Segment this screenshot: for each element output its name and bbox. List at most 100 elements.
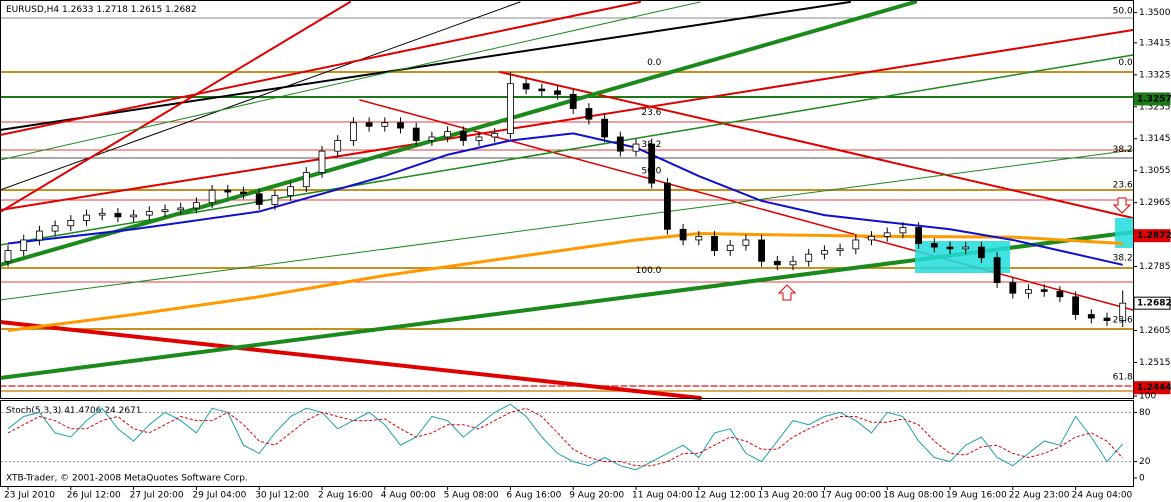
candle-body — [632, 143, 640, 152]
moving-average — [7, 132, 1123, 266]
candle-body — [946, 246, 954, 250]
last-close: 1.2682 — [165, 5, 197, 15]
trend-line — [0, 54, 1134, 246]
fib-label: 38.2 — [1113, 145, 1133, 155]
y-tick-label: 1.3500 — [1139, 8, 1171, 18]
y-tick-label: 1.3145 — [1139, 134, 1171, 144]
trend-line — [359, 99, 1134, 311]
trend-line — [0, 1, 851, 131]
fib-label: 38.2 — [1113, 254, 1133, 264]
candle-body — [538, 88, 546, 92]
x-tick-label: 19 Aug 16:00 — [946, 491, 1007, 501]
trend-line — [0, 149, 1134, 301]
candle-body — [868, 236, 875, 241]
candle-body — [978, 246, 985, 259]
x-tick-label: 22 Aug 23:00 — [1009, 491, 1070, 501]
main-pane-border — [0, 0, 1134, 399]
symbol: EURUSD,H4 — [6, 5, 59, 15]
price-level-box — [1133, 296, 1171, 310]
candle-body — [616, 136, 624, 152]
candle-body — [601, 118, 608, 138]
candle-body — [177, 207, 185, 211]
stoch-header: Stoch(5,3,3) 41.4706 24.2671 — [6, 406, 142, 416]
x-tick-label: 23 Jul 2010 — [4, 491, 55, 501]
sell-arrow — [1112, 197, 1132, 214]
moving-average — [7, 232, 1123, 333]
candle-body — [742, 239, 750, 246]
x-tick-label: 4 Aug 00:00 — [381, 491, 436, 501]
x-tick-label: 27 Jul 20:00 — [130, 491, 184, 501]
candle-body — [224, 189, 232, 193]
trend-line — [0, 1, 701, 161]
x-tick-label: 12 Aug 12:00 — [695, 491, 756, 501]
trend-line — [0, 29, 1134, 211]
candle-body — [1087, 314, 1095, 319]
price-level-box — [1133, 229, 1171, 243]
fib-label: 0.0 — [1118, 58, 1133, 68]
candle-body — [664, 182, 671, 230]
fib-label: 50.0 — [1113, 7, 1133, 17]
stoch-signal-last: 24.2671 — [104, 406, 141, 416]
price-level-box — [1133, 92, 1171, 106]
x-tick-label: 5 Aug 08:00 — [444, 491, 499, 501]
highlight-zone — [1115, 218, 1133, 248]
x-tick-label: 13 Aug 20:00 — [758, 491, 819, 501]
fib-label: 50.0 — [641, 167, 661, 177]
candle-body — [192, 202, 200, 209]
y-tick-label: 1.3055 — [1139, 166, 1171, 176]
y-tick-label: 1.2605 — [1139, 326, 1171, 336]
candle-body — [836, 248, 844, 252]
price-level-box — [1133, 381, 1171, 395]
trend-line — [0, 1, 351, 213]
candle-body — [428, 136, 436, 141]
candle-body — [554, 90, 561, 95]
candle-body — [114, 212, 122, 218]
y-tick-label: 1.2785 — [1139, 262, 1171, 272]
candle-body — [255, 193, 263, 205]
candle-body — [145, 211, 153, 216]
candle-body — [161, 209, 169, 212]
fib-label: 38.2 — [641, 140, 661, 150]
x-tick-label: 11 Aug 04:00 — [632, 491, 693, 501]
candle-body — [569, 93, 577, 109]
candle-body — [83, 214, 90, 221]
x-tick-label: 17 Aug 00:00 — [820, 491, 881, 501]
candle-body — [821, 250, 828, 255]
stoch-line — [7, 403, 1124, 471]
candle-body — [271, 195, 279, 205]
stoch-tick-label: 100 — [1139, 392, 1156, 402]
candle-body — [208, 189, 216, 204]
candle-body — [1040, 289, 1048, 292]
fib-label: 61.8 — [1113, 373, 1133, 383]
x-tick-label: 24 Aug 04:00 — [1072, 491, 1133, 501]
candle-body — [522, 83, 530, 90]
chart-header: EURUSD,H4 1.2633 1.2718 1.2615 1.2682 — [6, 5, 197, 15]
candle-body — [695, 236, 703, 241]
candle-body — [287, 186, 295, 196]
copyright: XTB-Trader, © 2001-2008 MetaQuotes Softw… — [6, 474, 248, 484]
last-low: 1.2615 — [131, 5, 163, 15]
trend-lines — [0, 0, 1135, 400]
last-high: 1.2718 — [96, 5, 128, 15]
candle-body — [915, 227, 922, 244]
candle-body — [318, 150, 326, 173]
candle-body — [130, 214, 138, 218]
x-tick-label: 9 Aug 20:00 — [569, 491, 624, 501]
candle-body — [444, 131, 452, 138]
candle-body — [302, 172, 310, 188]
candle-body — [1056, 291, 1064, 298]
candle-body — [412, 127, 420, 141]
price-level-label: 1.2872 — [1137, 231, 1171, 241]
x-tick-label: 30 Jul 12:00 — [255, 491, 309, 501]
x-tick-label: 18 Aug 08:00 — [883, 491, 944, 501]
stoch-tick-label: 20 — [1139, 457, 1151, 467]
candle-body — [789, 260, 797, 266]
trend-line — [0, 0, 917, 267]
candle-body — [773, 260, 781, 266]
candle-body — [899, 227, 907, 234]
candle-body — [930, 243, 938, 248]
candle-body — [805, 253, 813, 262]
y-tick-label: 1.3415 — [1139, 38, 1171, 48]
